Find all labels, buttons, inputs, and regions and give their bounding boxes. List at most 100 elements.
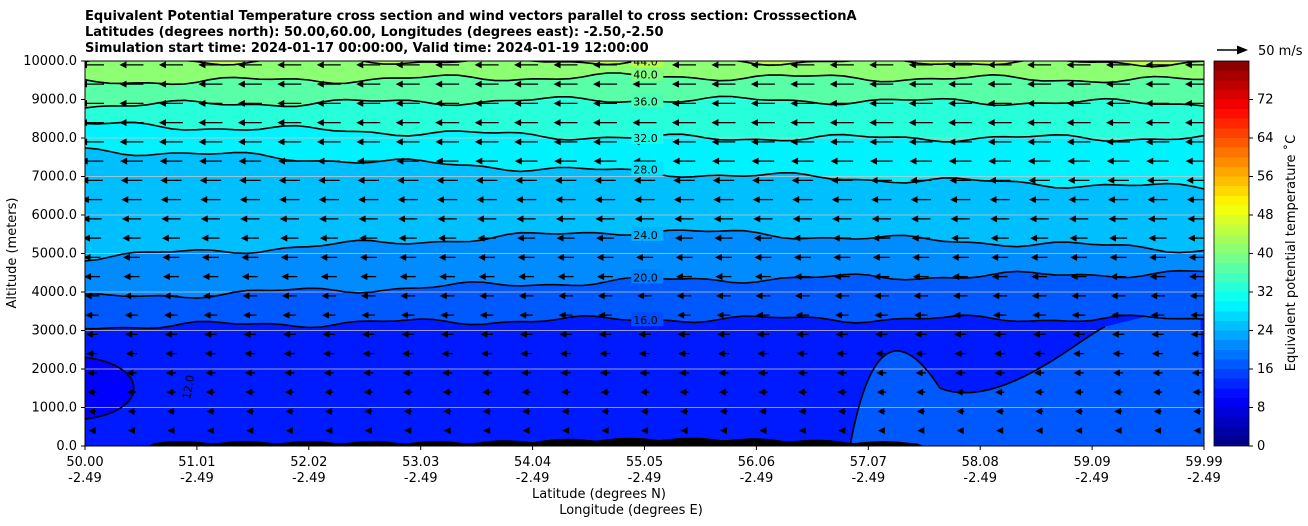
wind-vector (757, 369, 769, 377)
wind-vector (398, 234, 417, 242)
wind-vector (518, 273, 535, 281)
wind-vector-arrowhead-icon (715, 273, 723, 281)
wind-vector-arrowhead-icon (126, 369, 134, 377)
wind-vector-arrowhead-icon (237, 61, 245, 69)
wind-vector-arrowhead-icon (1185, 99, 1192, 107)
wind-vector-arrowhead-icon (474, 80, 482, 88)
wind-vector (1191, 369, 1203, 377)
wind-vector-arrowhead-icon (593, 61, 601, 69)
wind-vector-arrowhead-icon (593, 138, 601, 146)
colorbar-tick-label: 48 (1257, 208, 1274, 223)
wind-vector-arrowhead-icon (912, 273, 920, 281)
wind-vector (122, 253, 140, 261)
wind-vector (874, 311, 889, 319)
wind-vector (1027, 157, 1051, 165)
wind-vector (598, 330, 612, 338)
wind-vector-arrowhead-icon (277, 119, 285, 127)
wind-vector (316, 80, 341, 88)
wind-vector (829, 80, 854, 88)
wind-vector-arrowhead-icon (277, 61, 285, 69)
wind-vector-arrowhead-icon (158, 99, 166, 107)
wind-vector (680, 427, 688, 435)
wind-vector-arrowhead-icon (596, 253, 604, 261)
wind-vector (593, 138, 617, 146)
wind-vector-arrowhead-icon (316, 119, 324, 127)
wind-vector (284, 369, 295, 377)
wind-vector (203, 292, 218, 300)
contour-line-12 (85, 356, 135, 420)
wind-vector (363, 388, 373, 396)
wind-vector-arrowhead-icon (791, 176, 799, 184)
wind-vector (474, 80, 499, 88)
wind-vector-arrowhead-icon (595, 234, 603, 242)
wind-vector (1145, 138, 1170, 146)
wind-vector (160, 176, 182, 184)
wind-vector-arrowhead-icon (283, 330, 291, 338)
wind-vector (796, 330, 809, 338)
wind-vector (86, 369, 98, 377)
wind-vector (1149, 273, 1166, 281)
wind-vector-arrowhead-icon (1185, 119, 1192, 127)
wind-vector-arrowhead-icon (201, 253, 209, 261)
wind-vector-arrowhead-icon (993, 330, 1001, 338)
wind-vector (474, 61, 499, 69)
wind-vector-arrowhead-icon (992, 292, 1000, 300)
wind-vector-arrowhead-icon (712, 157, 720, 165)
wind-vector-arrowhead-icon (1066, 99, 1074, 107)
wind-vector-arrowhead-icon (398, 215, 406, 223)
wind-vector (559, 350, 572, 358)
wind-vector-arrowhead-icon (477, 215, 485, 223)
wind-vector (995, 407, 1004, 415)
wind-vector-arrowhead-icon (285, 427, 293, 435)
wind-vector-arrowhead-icon (637, 292, 645, 300)
wind-vector-arrowhead-icon (514, 157, 522, 165)
wind-vector (832, 215, 852, 223)
y-tick-label: 10000.0 (23, 54, 77, 69)
wind-vector-arrowhead-icon (554, 157, 562, 165)
wind-vector (753, 215, 773, 223)
wind-vector (1069, 234, 1088, 242)
x-tick-label-lon: -2.49 (963, 471, 997, 486)
wind-vector (829, 99, 854, 107)
wind-vector-arrowhead-icon (675, 253, 683, 261)
wind-vector-arrowhead-icon (198, 119, 206, 127)
wind-vector (949, 176, 971, 184)
wind-vector-arrowhead-icon (798, 407, 806, 415)
wind-vector-arrowhead-icon (834, 311, 842, 319)
wind-vector (241, 273, 258, 281)
wind-vector (1070, 273, 1087, 281)
colorbar-tick-label: 16 (1257, 362, 1274, 377)
wind-vector (85, 215, 102, 223)
wind-vector (553, 61, 578, 69)
wind-vector-arrowhead-icon (85, 215, 90, 223)
wind-vector (1072, 350, 1085, 358)
wind-vector (158, 80, 183, 88)
quiver-key-label: 50 m/s (1258, 44, 1303, 59)
wind-vector-arrowhead-icon (948, 157, 956, 165)
wind-vector (360, 273, 377, 281)
wind-vector-arrowhead-icon (716, 292, 724, 300)
wind-vector (557, 253, 575, 261)
wind-vector (599, 369, 611, 377)
wind-vector (517, 234, 536, 242)
wind-vector (1191, 350, 1203, 358)
wind-vector-arrowhead-icon (206, 427, 214, 435)
wind-vector-arrowhead-icon (791, 157, 799, 165)
wind-vector (833, 273, 850, 281)
wind-vector-arrowhead-icon (719, 407, 727, 415)
wind-vector (596, 253, 614, 261)
wind-vector-arrowhead-icon (712, 176, 720, 184)
wind-vector (916, 407, 925, 415)
wind-vector-arrowhead-icon (1111, 330, 1119, 338)
wind-vector (318, 176, 340, 184)
wind-vector (790, 119, 815, 127)
wind-vector (593, 80, 618, 88)
wind-vector (400, 292, 416, 300)
wind-vector (677, 311, 691, 319)
wind-vector (910, 196, 931, 204)
wind-vector-arrowhead-icon (435, 119, 443, 127)
wind-vector (241, 253, 259, 261)
wind-vector-arrowhead-icon (829, 99, 837, 107)
wind-vector (556, 234, 575, 242)
